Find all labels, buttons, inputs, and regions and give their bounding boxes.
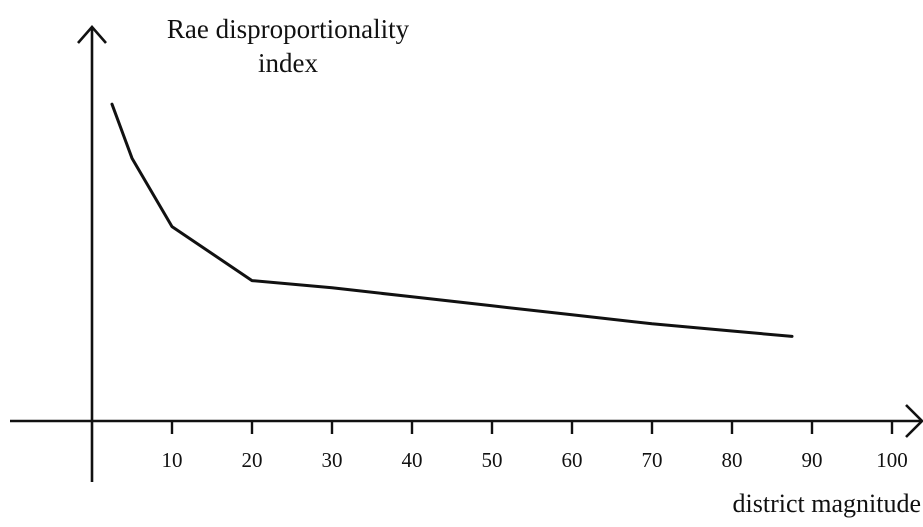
x-tick-label: 20 (242, 448, 263, 472)
x-tick-label: 30 (322, 448, 343, 472)
x-axis-arrowhead (905, 404, 923, 438)
x-axis-label: district magnitude (732, 489, 921, 518)
y-axis-arrowhead (77, 25, 107, 44)
x-tick-label: 70 (642, 448, 663, 472)
x-tick-label: 60 (562, 448, 583, 472)
x-tick-label: 100 (876, 448, 908, 472)
series-line (110, 102, 794, 338)
y-axis-label-line-1: Rae disproportionality (166, 14, 410, 44)
axes (10, 25, 923, 482)
series-layer (110, 102, 794, 338)
x-tick-label: 80 (722, 448, 743, 472)
x-ticks: 10 20 30 40 50 60 70 80 90 100 (162, 421, 908, 472)
y-axis-label: Rae disproportionality index (128, 12, 448, 80)
x-tick-label: 40 (402, 448, 423, 472)
y-axis-label-line-2: index (258, 48, 318, 78)
x-tick-label: 90 (802, 448, 823, 472)
x-tick-label: 50 (482, 448, 503, 472)
x-tick-label: 10 (162, 448, 183, 472)
